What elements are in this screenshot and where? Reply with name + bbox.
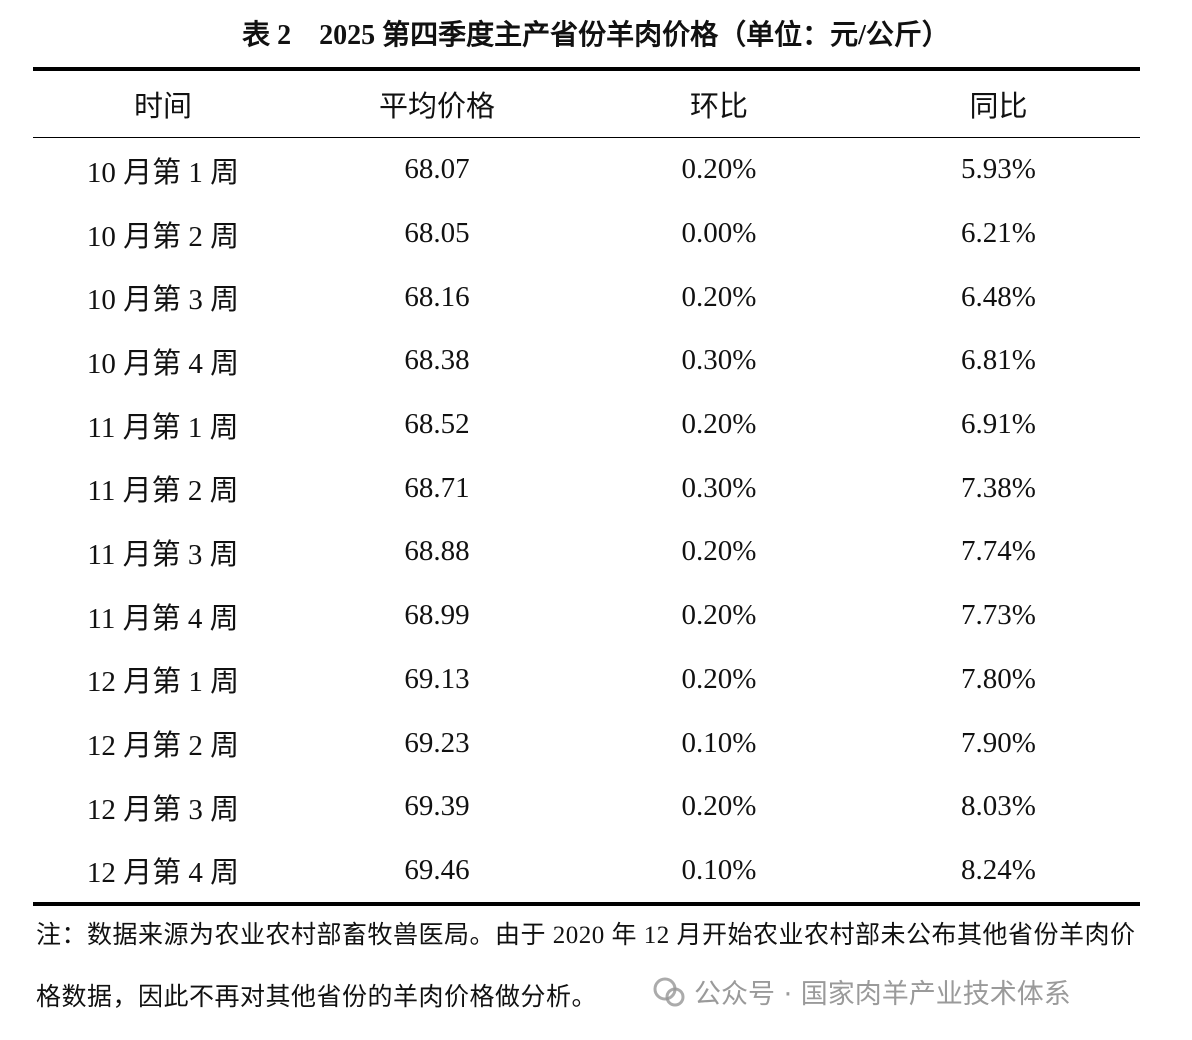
table-cell: 10 月第 1 周 bbox=[86, 156, 240, 189]
table-cell: 7.73% bbox=[961, 599, 1036, 632]
table-cell: 68.52 bbox=[404, 408, 470, 441]
table-cell: 68.99 bbox=[404, 599, 470, 632]
table-row: 12 月第 4 周 69.46 0.10% 8.24% bbox=[33, 839, 1140, 905]
footnote: 注：数据来源为农业农村部畜牧兽医局。由于 2020 年 12 月开始农业农村部未… bbox=[36, 922, 1136, 1011]
table-cell: 68.05 bbox=[404, 217, 470, 250]
table-row: 10 月第 1 周 68.07 0.20% 5.93% bbox=[33, 138, 1140, 202]
table-cell: 69.13 bbox=[404, 662, 470, 695]
table-cell: 0.30% bbox=[681, 471, 757, 504]
table-row: 11 月第 3 周 68.88 0.20% 7.74% bbox=[33, 520, 1140, 584]
table-cell: 10 月第 4 周 bbox=[86, 347, 240, 380]
table-cell: 0.20% bbox=[681, 535, 757, 568]
table-cell: 6.21% bbox=[961, 217, 1036, 250]
header-row: 时间 平均价格 环比 同比 bbox=[33, 69, 1140, 138]
column-header: 时间 bbox=[33, 69, 293, 138]
column-header: 环比 bbox=[581, 69, 857, 138]
table-cell: 0.30% bbox=[681, 344, 757, 377]
table-cell: 0.10% bbox=[681, 726, 757, 759]
table-cell: 7.74% bbox=[961, 535, 1036, 568]
table-cell: 7.90% bbox=[961, 726, 1036, 759]
table-cell: 68.38 bbox=[404, 344, 470, 377]
table-cell: 0.20% bbox=[681, 408, 757, 441]
table-row: 12 月第 3 周 69.39 0.20% 8.03% bbox=[33, 775, 1140, 839]
table-cell: 69.39 bbox=[404, 790, 470, 823]
table-row: 12 月第 2 周 69.23 0.10% 7.90% bbox=[33, 711, 1140, 775]
table-row: 10 月第 4 周 68.38 0.30% 6.81% bbox=[33, 329, 1140, 393]
table-cell: 11 月第 1 周 bbox=[87, 411, 239, 444]
table-cell: 12 月第 2 周 bbox=[86, 730, 240, 763]
table-row: 12 月第 1 周 69.13 0.20% 7.80% bbox=[33, 648, 1140, 712]
table-title: 表 2 2025 第四季度主产省份羊肉价格（单位：元/公斤） bbox=[242, 20, 950, 51]
table-cell: 12 月第 1 周 bbox=[86, 666, 240, 699]
table-cell: 12 月第 3 周 bbox=[86, 793, 240, 826]
table-cell: 6.48% bbox=[961, 280, 1036, 313]
table-cell: 0.20% bbox=[681, 280, 757, 313]
table-cell: 7.80% bbox=[961, 662, 1036, 695]
table-cell: 6.81% bbox=[961, 344, 1036, 377]
price-table: 时间 平均价格 环比 同比 10 月第 1 周 68.07 0.20% 5.93% 10 月第… bbox=[33, 67, 1140, 907]
table-cell: 11 月第 4 周 bbox=[87, 602, 239, 635]
table-cell: 0.20% bbox=[681, 790, 757, 823]
table-row: 11 月第 1 周 68.52 0.20% 6.91% bbox=[33, 393, 1140, 457]
table-cell: 69.46 bbox=[404, 853, 470, 886]
table-cell: 0.10% bbox=[681, 853, 757, 886]
table-cell: 0.20% bbox=[681, 153, 757, 186]
table-cell: 5.93% bbox=[961, 153, 1036, 186]
table-cell: 69.23 bbox=[404, 726, 470, 759]
table-cell: 10 月第 3 周 bbox=[86, 284, 240, 317]
table-cell: 12 月第 4 周 bbox=[86, 857, 240, 890]
column-header: 同比 bbox=[857, 69, 1140, 138]
table-cell: 7.38% bbox=[961, 471, 1036, 504]
watermark-text: 公众号 · 国家肉羊产业技术体系 bbox=[694, 979, 1071, 1010]
table-cell: 0.20% bbox=[681, 599, 757, 632]
table-cell: 0.00% bbox=[681, 217, 757, 250]
table-cell: 11 月第 2 周 bbox=[87, 475, 239, 508]
table-cell: 8.03% bbox=[961, 790, 1036, 823]
table-row: 10 月第 3 周 68.16 0.20% 6.48% bbox=[33, 265, 1140, 329]
column-header: 平均价格 bbox=[293, 69, 581, 138]
table-cell: 6.91% bbox=[961, 408, 1036, 441]
table-cell: 68.71 bbox=[404, 471, 470, 504]
table-cell: 68.16 bbox=[404, 280, 470, 313]
table-row: 11 月第 2 周 68.71 0.30% 7.38% bbox=[33, 456, 1140, 520]
watermark: 公众号 · 国家肉羊产业技术体系 bbox=[652, 972, 1071, 1011]
table-cell: 68.88 bbox=[404, 535, 470, 568]
table-row: 11 月第 4 周 68.99 0.20% 7.73% bbox=[33, 584, 1140, 648]
table-cell: 0.20% bbox=[681, 662, 757, 695]
table-cell: 68.07 bbox=[404, 153, 470, 186]
table-row: 10 月第 2 周 68.05 0.00% 6.21% bbox=[33, 202, 1140, 266]
table-cell: 11 月第 3 周 bbox=[87, 538, 239, 571]
table-cell: 10 月第 2 周 bbox=[86, 220, 240, 253]
watermark-icon bbox=[653, 977, 685, 1006]
table-cell: 8.24% bbox=[961, 853, 1036, 886]
